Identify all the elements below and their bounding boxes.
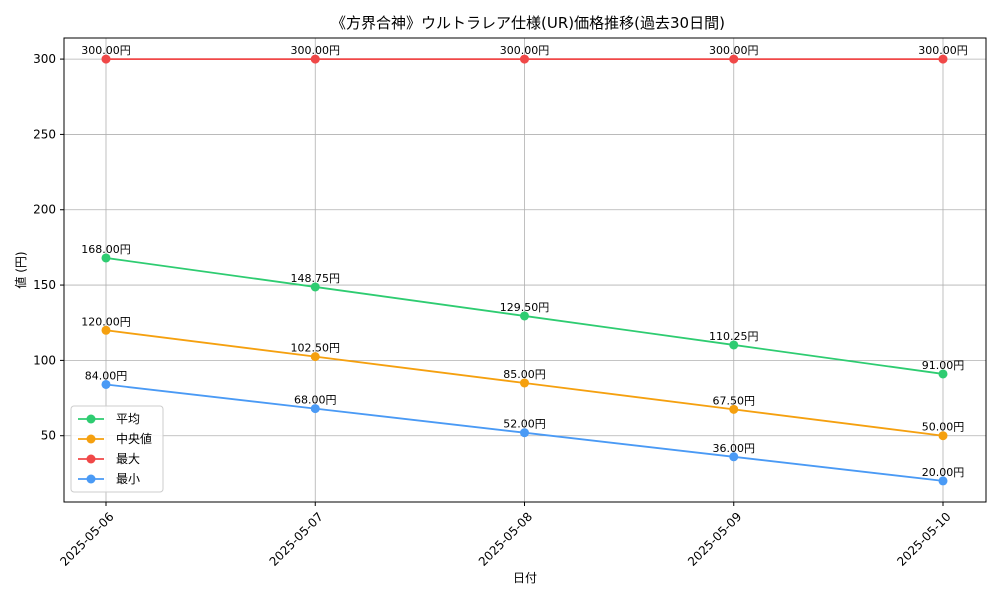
data-point	[938, 476, 948, 486]
data-label: 148.75円	[291, 272, 341, 285]
legend-label: 中央値	[116, 431, 152, 446]
legend-label: 最小	[116, 472, 140, 486]
x-tick-label: 2025-05-10	[894, 510, 953, 569]
data-label: 102.50円	[291, 342, 341, 355]
data-point	[520, 428, 529, 438]
x-ticks: 2025-05-06 2025-05-07 2025-05-08 2025-05-09…	[57, 502, 954, 569]
data-point	[310, 54, 320, 64]
data-point	[729, 404, 739, 414]
data-point	[729, 452, 739, 462]
y-tick-label: 50	[41, 429, 56, 443]
legend-label: 平均	[116, 412, 140, 426]
data-label: 50.00円	[922, 421, 965, 434]
data-label: 110.25円	[709, 330, 759, 343]
x-tick-label: 2025-05-08	[476, 510, 535, 569]
legend-marker	[86, 434, 96, 444]
data-label: 129.50円	[500, 301, 550, 314]
x-tick-label: 2025-05-07	[267, 510, 326, 569]
data-point	[938, 431, 948, 441]
data-label: 36.00円	[713, 442, 756, 455]
x-tick-label: 2025-05-09	[685, 510, 744, 569]
x-axis-label: 日付	[513, 571, 537, 585]
data-label: 84.00円	[85, 369, 128, 382]
data-label: 168.00円	[81, 243, 131, 256]
data-point	[310, 352, 320, 362]
legend-box	[70, 405, 164, 493]
legend-marker	[86, 474, 96, 484]
legend-label: 最大	[116, 452, 140, 466]
data-label: 67.50円	[713, 394, 756, 407]
data-label: 85.00円	[503, 368, 546, 381]
data-label: 300.00円	[709, 44, 759, 57]
data-label: 20.00円	[922, 466, 965, 479]
series-group: 168.00円148.75円129.50円110.25円91.00円120.00…	[81, 44, 968, 486]
data-label: 300.00円	[81, 44, 131, 57]
data-point	[729, 340, 739, 350]
chart-title: 《方界合神》ウルトラレア仕様(UR)価格推移(過去30日間)	[331, 14, 725, 32]
series-0: 168.00円 148.75円 129.50円 110.25円 91.00円	[81, 243, 964, 379]
data-label: 120.00円	[81, 315, 131, 328]
data-point	[310, 404, 320, 414]
legend-marker	[86, 414, 96, 424]
series-1: 120.00円 102.50円 85.00円 67.50円 50.00円	[81, 315, 965, 441]
y-tick-label: 150	[33, 278, 56, 292]
data-label: 68.00円	[294, 394, 337, 407]
plot-frame	[63, 37, 987, 503]
data-point	[101, 325, 111, 335]
data-label: 300.00円	[918, 44, 968, 57]
series-3: 84.00円 68.00円 52.00円 36.00円 20.00円	[85, 369, 965, 486]
x-tick-label: 2025-05-06	[57, 510, 116, 569]
data-label: 300.00円	[500, 44, 550, 57]
y-tick-label: 300	[33, 52, 56, 66]
data-label: 300.00円	[291, 44, 341, 57]
data-label: 52.00円	[503, 418, 546, 431]
data-point	[938, 54, 948, 64]
legend-marker	[86, 454, 96, 464]
y-axis-label: 値 (円)	[13, 251, 28, 288]
data-point	[938, 369, 948, 379]
data-point	[520, 54, 529, 64]
y-ticks: 50 100 150 200 250 300	[33, 52, 64, 443]
data-point	[101, 379, 111, 389]
data-point	[101, 54, 111, 64]
data-point	[310, 282, 320, 292]
y-tick-label: 250	[33, 127, 56, 141]
data-label: 91.00円	[922, 359, 965, 372]
data-point	[520, 311, 529, 321]
series-2: 300.00円 300.00円 300.00円 300.00円 300.00円	[81, 44, 968, 64]
data-point	[520, 378, 529, 388]
y-tick-label: 200	[33, 203, 56, 217]
data-point	[101, 253, 111, 263]
data-point	[729, 54, 739, 64]
y-tick-label: 100	[33, 353, 56, 367]
